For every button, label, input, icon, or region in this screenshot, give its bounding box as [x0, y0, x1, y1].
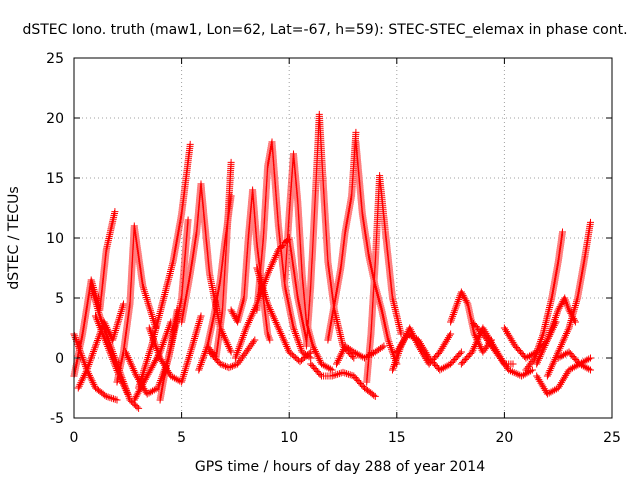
y-tick-label: 5	[55, 291, 64, 307]
satellite-track-markers	[130, 318, 175, 404]
satellite-track-markers	[543, 218, 594, 380]
y-tick-label: 20	[46, 111, 64, 127]
x-tick-label: 25	[603, 430, 621, 446]
satellite-track-markers	[363, 172, 405, 386]
satellite-track-markers	[468, 318, 536, 380]
x-tick-label: 20	[495, 430, 513, 446]
satellite-track-markers	[253, 264, 315, 366]
axis-ticks: 0 5 10 15 20 25 -5 0 5 10 15 20 25	[46, 51, 621, 446]
satellite-track-markers	[522, 228, 566, 374]
x-axis-label: GPS time / hours of day 288 of year 2014	[195, 459, 485, 475]
y-tick-label: 0	[55, 351, 64, 367]
x-tick-label: 5	[177, 430, 186, 446]
y-tick-label: 15	[46, 171, 64, 187]
satellite-track-markers	[554, 348, 594, 368]
y-tick-label: -5	[50, 411, 64, 427]
y-axis-label: dSTEC / TECUs	[6, 186, 22, 289]
satellite-track-markers	[203, 158, 235, 362]
y-tick-label: 10	[46, 231, 64, 247]
satellite-track-markers	[533, 360, 594, 398]
satellite-track-markers	[206, 336, 259, 372]
x-tick-label: 0	[70, 430, 79, 446]
data-markers	[70, 110, 594, 412]
chart-title: dSTEC Iono. truth (maw1, Lon=62, Lat=-67…	[22, 22, 627, 38]
x-tick-label: 10	[280, 430, 298, 446]
satellite-track-markers	[281, 150, 336, 374]
x-tick-label: 15	[388, 430, 406, 446]
satellite-track-markers	[307, 360, 379, 400]
satellite-track-markers	[156, 306, 181, 404]
y-tick-label: 25	[46, 51, 64, 67]
satellite-track-markers	[393, 330, 465, 374]
